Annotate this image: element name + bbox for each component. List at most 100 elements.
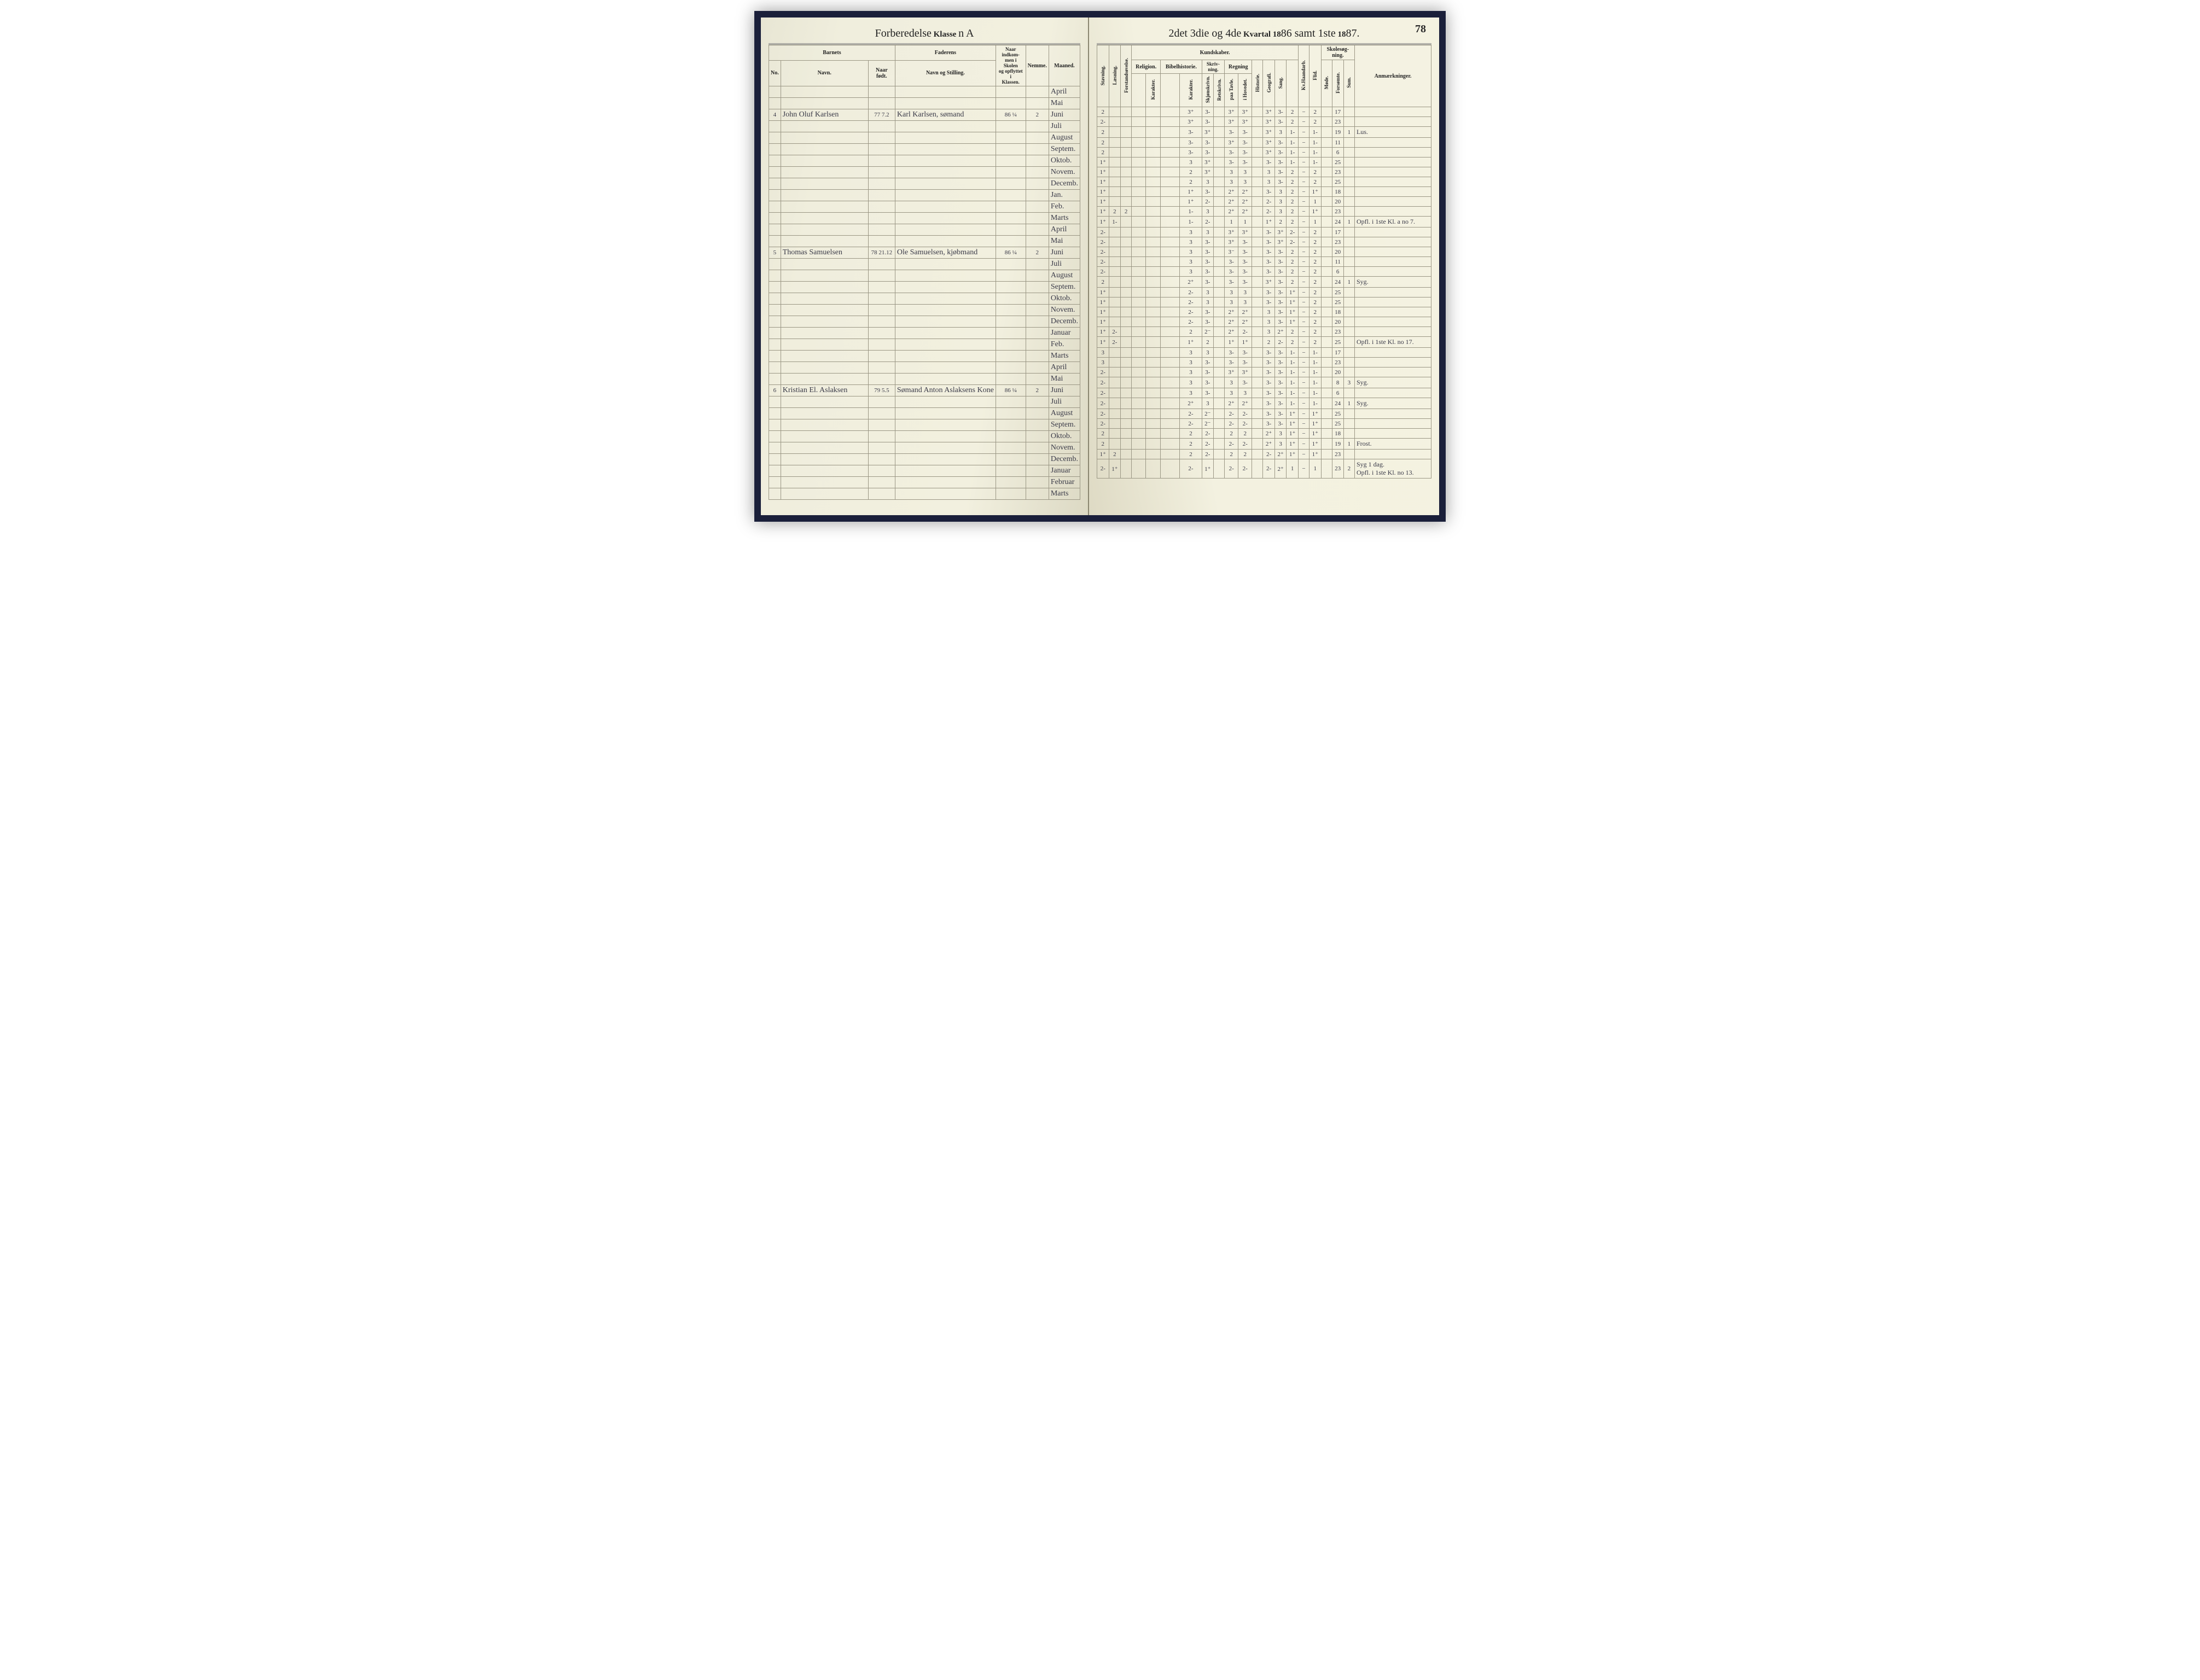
- grade-cell: 3-: [1274, 267, 1287, 277]
- grade-cell: −: [1298, 358, 1309, 368]
- table-row: Oktob.: [769, 431, 1080, 442]
- grade-cell: 2: [1287, 197, 1299, 207]
- grade-cell: [1132, 419, 1146, 429]
- grade-cell: [1343, 257, 1354, 267]
- grade-cell: [1161, 138, 1180, 148]
- grade-cell: −: [1298, 337, 1309, 348]
- grade-cell: [1132, 337, 1146, 348]
- cell-anm: Syg.: [1355, 398, 1431, 409]
- grade-cell: 1⁺: [1097, 207, 1109, 217]
- cell-anm: [1355, 187, 1431, 197]
- grade-cell: [1214, 388, 1225, 398]
- cell-no: [769, 293, 781, 305]
- table-row: Januar: [769, 328, 1080, 339]
- left-page: Forberedelse Klasse n A Barnets Faderens…: [761, 18, 1089, 515]
- cell-nemme: [1026, 98, 1049, 109]
- cell-fader: [895, 282, 996, 293]
- grade-cell: −: [1298, 127, 1309, 138]
- table-row: Novem.: [769, 305, 1080, 316]
- grade-cell: [1121, 187, 1132, 197]
- cell-fodt: [868, 454, 895, 465]
- cell-klassen: [996, 351, 1026, 362]
- grade-cell: [1343, 368, 1354, 377]
- grade-cell: 3-: [1274, 167, 1287, 177]
- grade-cell: 2-: [1238, 419, 1252, 429]
- grade-cell: 3-: [1263, 388, 1275, 398]
- grade-cell: 2: [1309, 267, 1321, 277]
- grade-cell: 24: [1332, 217, 1343, 228]
- cell-navn: [781, 442, 868, 454]
- grade-cell: 3-: [1274, 388, 1287, 398]
- grade-cell: 3-: [1263, 247, 1275, 257]
- grade-cell: 2: [1180, 177, 1202, 187]
- grade-cell: 3⁺: [1225, 117, 1238, 127]
- cell-anm: Syg 1 dag. Opfl. i 1ste Kl. no 13.: [1355, 459, 1431, 479]
- table-row: Juli: [769, 396, 1080, 408]
- cell-nemme: [1026, 442, 1049, 454]
- cell-navn: [781, 270, 868, 282]
- cell-maaned: Decemb.: [1049, 454, 1080, 465]
- grade-cell: 2: [1287, 277, 1299, 288]
- cell-fodt: [868, 362, 895, 374]
- cell-fader: [895, 144, 996, 155]
- grade-cell: [1252, 187, 1263, 197]
- cell-fader: [895, 213, 996, 224]
- cell-anm: [1355, 257, 1431, 267]
- grade-cell: [1161, 298, 1180, 307]
- grade-cell: 3-: [1274, 277, 1287, 288]
- cell-maaned: Marts: [1049, 351, 1080, 362]
- cell-fodt: [868, 465, 895, 477]
- hdr-paatavle: paa Tavle.: [1229, 78, 1234, 101]
- grade-cell: 3-: [1202, 107, 1214, 117]
- grade-cell: 3-: [1202, 368, 1214, 377]
- cell-no: [769, 408, 781, 419]
- cell-no: [769, 201, 781, 213]
- grade-cell: [1214, 348, 1225, 358]
- grade-cell: [1321, 358, 1332, 368]
- cell-nemme: [1026, 316, 1049, 328]
- grade-cell: [1343, 450, 1354, 459]
- cell-navn: [781, 86, 868, 98]
- table-row: 222-222⁺31⁺−1⁺18: [1097, 429, 1431, 439]
- grade-cell: [1161, 237, 1180, 247]
- grade-cell: [1121, 317, 1132, 327]
- cell-no: 6: [769, 385, 781, 396]
- grade-cell: [1252, 358, 1263, 368]
- grade-cell: 3-: [1263, 419, 1275, 429]
- cell-navn: [781, 419, 868, 431]
- grade-cell: [1214, 307, 1225, 317]
- grade-cell: 1-: [1309, 358, 1321, 368]
- grade-cell: 3-: [1274, 177, 1287, 187]
- cell-fodt: [868, 282, 895, 293]
- cell-klassen: [996, 374, 1026, 385]
- cell-fodt: [868, 293, 895, 305]
- grade-cell: 1⁺: [1097, 217, 1109, 228]
- cell-fodt: [868, 431, 895, 442]
- grade-cell: [1252, 158, 1263, 167]
- hdr-geografi: Geografi.: [1266, 72, 1272, 94]
- grade-cell: [1132, 228, 1146, 237]
- cell-navn: [781, 374, 868, 385]
- cell-no: [769, 454, 781, 465]
- grade-cell: [1132, 207, 1146, 217]
- cell-fader: [895, 86, 996, 98]
- cell-fader: [895, 167, 996, 178]
- grade-cell: 1-: [1309, 138, 1321, 148]
- grade-cell: [1343, 358, 1354, 368]
- grade-cell: 3-: [1274, 247, 1287, 257]
- cell-maaned: Juni: [1049, 109, 1080, 121]
- cell-nemme: [1026, 201, 1049, 213]
- grade-cell: 1: [1309, 459, 1321, 479]
- grade-cell: 3⁺: [1202, 158, 1214, 167]
- cell-fodt: [868, 305, 895, 316]
- hdr-rel-kar: Karakter.: [1150, 78, 1156, 101]
- grade-cell: [1161, 348, 1180, 358]
- cell-fader: Ole Samuelsen, kjøbmand: [895, 247, 996, 259]
- grade-cell: 3: [1274, 429, 1287, 439]
- grade-cell: 1⁺: [1309, 429, 1321, 439]
- grade-cell: 24: [1332, 277, 1343, 288]
- grade-cell: 2⁺: [1274, 327, 1287, 337]
- grade-cell: [1145, 167, 1160, 177]
- grade-cell: −: [1298, 167, 1309, 177]
- grade-cell: 2: [1287, 217, 1299, 228]
